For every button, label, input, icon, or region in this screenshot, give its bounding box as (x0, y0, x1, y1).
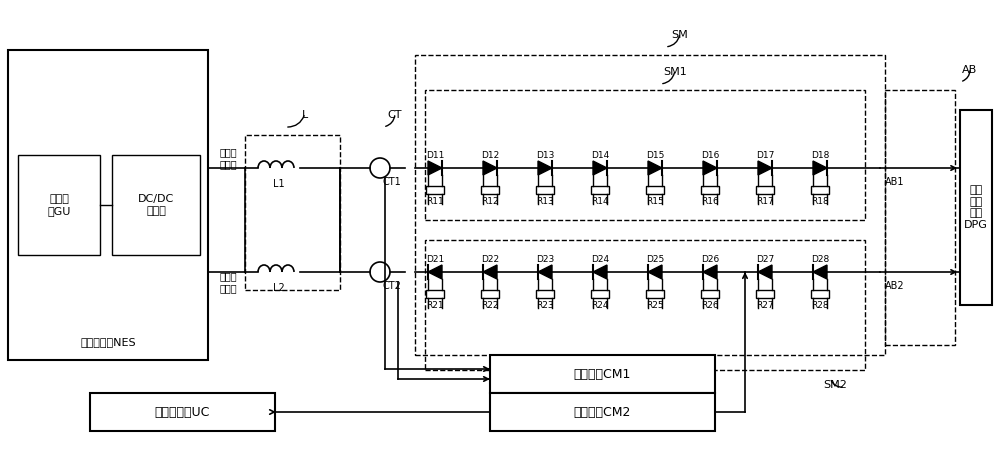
Text: L1: L1 (273, 179, 285, 189)
Polygon shape (703, 161, 717, 175)
Bar (646, 186, 664, 194)
Bar (756, 290, 774, 298)
Text: D22: D22 (481, 255, 499, 263)
Text: D26: D26 (701, 255, 719, 263)
Text: SM: SM (672, 30, 688, 40)
Polygon shape (758, 265, 772, 279)
Bar (811, 290, 829, 298)
Polygon shape (428, 265, 442, 279)
Polygon shape (648, 265, 662, 279)
Text: D12: D12 (481, 151, 499, 159)
Bar (490, 355, 715, 393)
Bar (591, 290, 609, 298)
Text: D11: D11 (426, 151, 444, 159)
Text: R12: R12 (481, 197, 499, 207)
Text: 控制模块CM1: 控制模块CM1 (574, 367, 631, 381)
Text: D16: D16 (701, 151, 719, 159)
Bar (425, 90, 865, 220)
Bar (591, 186, 609, 194)
Text: SM2: SM2 (823, 380, 847, 390)
Bar (90, 393, 275, 431)
Text: R27: R27 (756, 301, 774, 311)
Text: R25: R25 (646, 301, 664, 311)
Polygon shape (703, 265, 717, 279)
Text: 新能源系统NES: 新能源系统NES (80, 337, 136, 347)
Text: AB: AB (962, 65, 978, 75)
Text: D28: D28 (811, 255, 829, 263)
Text: L2: L2 (273, 283, 285, 293)
Bar (426, 290, 444, 298)
Bar (245, 135, 340, 290)
Bar (701, 290, 719, 298)
Text: D15: D15 (646, 151, 664, 159)
Text: R28: R28 (811, 301, 829, 311)
Polygon shape (758, 161, 772, 175)
Text: D24: D24 (591, 255, 609, 263)
Bar (481, 186, 499, 194)
Polygon shape (483, 265, 497, 279)
Bar (811, 186, 829, 194)
Polygon shape (593, 265, 607, 279)
Bar (490, 393, 715, 431)
Bar (18, 155, 100, 255)
Bar (646, 290, 664, 298)
Text: D27: D27 (756, 255, 774, 263)
Text: CT1: CT1 (383, 177, 401, 187)
Bar (8, 50, 208, 360)
Polygon shape (483, 161, 497, 175)
Text: D21: D21 (426, 255, 444, 263)
Bar (885, 90, 955, 345)
Polygon shape (813, 161, 827, 175)
Bar (960, 110, 992, 305)
Bar (425, 240, 865, 370)
Text: R23: R23 (536, 301, 554, 311)
Bar (415, 55, 885, 355)
Polygon shape (813, 265, 827, 279)
Text: R18: R18 (811, 197, 829, 207)
Text: 发电单
元GU: 发电单 元GU (47, 194, 71, 216)
Text: AB1: AB1 (885, 177, 905, 187)
Polygon shape (538, 161, 552, 175)
Text: R17: R17 (756, 197, 774, 207)
Text: R24: R24 (591, 301, 609, 311)
Text: D23: D23 (536, 255, 554, 263)
Text: R15: R15 (646, 197, 664, 207)
Text: D25: D25 (646, 255, 664, 263)
Polygon shape (428, 161, 442, 175)
Text: R21: R21 (426, 301, 444, 311)
Text: 正极直
流母线: 正极直 流母线 (219, 147, 237, 169)
Bar (426, 186, 444, 194)
Text: D14: D14 (591, 151, 609, 159)
Bar (112, 155, 200, 255)
Text: DC/DC
变换器: DC/DC 变换器 (138, 194, 174, 216)
Text: 负极直
流母线: 负极直 流母线 (219, 271, 237, 293)
Text: 通讯模块CM2: 通讯模块CM2 (574, 405, 631, 419)
Text: D18: D18 (811, 151, 829, 159)
Polygon shape (593, 161, 607, 175)
Polygon shape (648, 161, 662, 175)
Bar (536, 290, 554, 298)
Bar (536, 186, 554, 194)
Text: R22: R22 (481, 301, 499, 311)
Text: R14: R14 (591, 197, 609, 207)
Text: R13: R13 (536, 197, 554, 207)
Bar (701, 186, 719, 194)
Text: R16: R16 (701, 197, 719, 207)
Bar (481, 290, 499, 298)
Text: D13: D13 (536, 151, 554, 159)
Bar (756, 186, 774, 194)
Text: R11: R11 (426, 197, 444, 207)
Text: AB2: AB2 (885, 281, 905, 291)
Text: R26: R26 (701, 301, 719, 311)
Text: D17: D17 (756, 151, 774, 159)
Text: SM1: SM1 (663, 67, 687, 77)
Text: 上层控制器UC: 上层控制器UC (155, 405, 210, 419)
Text: CT: CT (388, 110, 402, 120)
Polygon shape (538, 265, 552, 279)
Text: 公共
直流
电网
DPG: 公共 直流 电网 DPG (964, 185, 988, 230)
Text: CT2: CT2 (383, 281, 401, 291)
Text: L: L (302, 110, 308, 120)
